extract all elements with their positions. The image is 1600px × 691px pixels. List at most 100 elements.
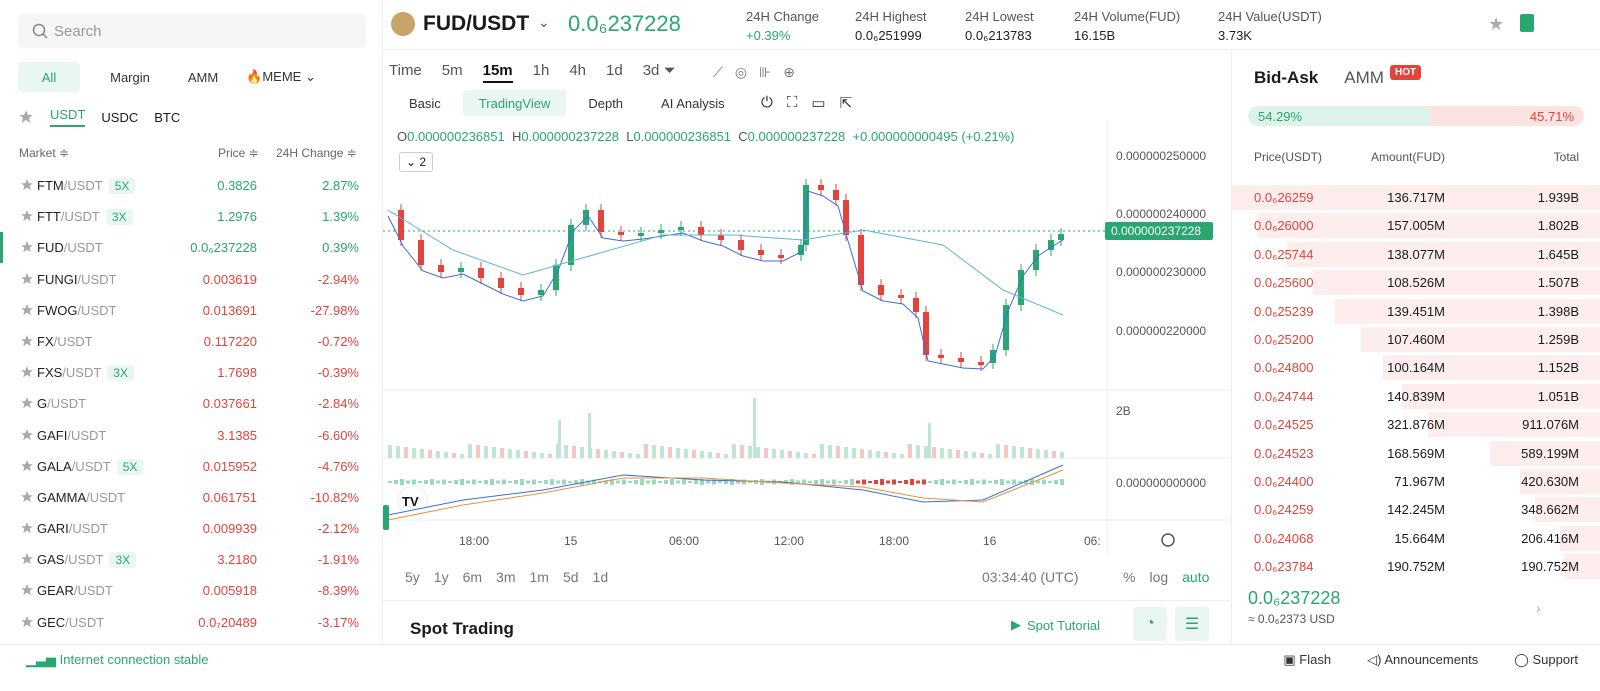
star-icon[interactable] — [20, 272, 34, 286]
market-row[interactable]: G/USDT 0.037661 -2.84% — [0, 388, 383, 419]
market-row[interactable]: GEAR/USDT 0.005918 -8.39% — [0, 575, 383, 606]
ask-row[interactable]: 0.0₆24259 142.245M 348.662M — [1232, 495, 1600, 523]
panel-handle[interactable] — [383, 505, 389, 530]
timeframe-5[interactable]: 1d — [606, 62, 623, 79]
ask-row[interactable]: 0.0₆24523 168.569M 589.199M — [1232, 439, 1600, 467]
quote-usdt[interactable]: USDT — [50, 107, 86, 127]
star-icon[interactable] — [20, 365, 34, 379]
ask-row[interactable]: 0.0₆26000 157.005M 1.802B — [1232, 211, 1600, 239]
spot-tutorial-link[interactable]: ▶ Spot Tutorial — [1011, 617, 1100, 633]
range-5d[interactable]: 5d — [562, 569, 579, 585]
market-row[interactable]: GAS/USDT 3X 3.2180 -1.91% — [0, 544, 383, 575]
indicator-toggle[interactable]: ⌄ 2 — [399, 152, 434, 172]
market-row[interactable]: FTT/USDT 3X 1.2976 1.39% — [0, 201, 383, 232]
star-icon[interactable] — [20, 459, 34, 473]
ask-row[interactable]: 0.0₆26259 136.717M 1.939B — [1232, 183, 1600, 211]
ask-row[interactable]: 0.0₆24744 140.839M 1.051B — [1232, 382, 1600, 410]
indicator-icon[interactable]: ⟋ — [713, 64, 723, 80]
market-row[interactable]: GAFI/USDT 3.1385 -6.60% — [0, 420, 383, 451]
market-row[interactable]: FUNGI/USDT 0.003619 -2.94% — [0, 264, 383, 295]
layout-icon[interactable]: ▭ — [811, 95, 826, 112]
star-icon[interactable] — [20, 521, 34, 535]
power-icon[interactable]: ⏻ — [761, 94, 773, 111]
market-row[interactable]: GEC/USDT 0.0₇20489 -3.17% — [0, 607, 383, 638]
ask-row[interactable]: 0.0₆24800 100.164M 1.152B — [1232, 353, 1600, 381]
star-icon[interactable] — [20, 583, 34, 597]
market-row[interactable]: FUD/USDT 0.0₆237228 0.39% — [0, 232, 383, 264]
book-icon[interactable] — [1520, 14, 1534, 32]
share-icon[interactable]: ⇱ — [839, 95, 853, 112]
market-row[interactable]: FTM/USDT 5X 0.3826 2.87% — [0, 170, 383, 201]
quote-usdc[interactable]: USDC — [101, 109, 139, 125]
log-scale[interactable]: log — [1149, 569, 1169, 585]
sliders-icon[interactable]: ☰ — [1175, 607, 1209, 641]
star-icon[interactable] — [20, 334, 34, 348]
search-input[interactable]: Search — [18, 14, 366, 48]
chart-settings-icon[interactable] — [1161, 533, 1175, 547]
star-icon[interactable] — [20, 615, 34, 629]
ask-row[interactable]: 0.0₆25744 138.077M 1.645B — [1232, 240, 1600, 268]
view-tab-3[interactable]: AI Analysis — [661, 95, 725, 111]
sort-price[interactable]: Price ≑ — [218, 146, 259, 160]
ask-row[interactable]: 0.0₆25200 107.460M 1.259B — [1232, 325, 1600, 353]
candle-type-icon[interactable]: ⊪ — [759, 64, 772, 80]
timeframe-2[interactable]: 15m — [482, 62, 513, 83]
star-icon[interactable] — [20, 396, 34, 410]
market-row[interactable]: GARI/USDT 0.009939 -2.12% — [0, 513, 383, 544]
view-tab-0[interactable]: Basic — [409, 95, 441, 111]
star-icon[interactable] — [20, 552, 34, 566]
market-row[interactable]: GAMMA/USDT 0.061751 -10.82% — [0, 482, 383, 513]
market-row[interactable]: FX/USDT 0.117220 -0.72% — [0, 326, 383, 357]
chevron-down-icon[interactable]: ⌄ — [538, 14, 550, 30]
range-6m[interactable]: 6m — [462, 569, 483, 585]
range-1d[interactable]: 1d — [592, 569, 609, 585]
fullscreen-icon[interactable]: ⛶ — [786, 94, 798, 111]
ask-row[interactable]: 0.0₆23784 190.752M 190.752M — [1232, 552, 1600, 580]
auto-scale[interactable]: auto — [1182, 569, 1210, 585]
market-row[interactable]: FXS/USDT 3X 1.7698 -0.39% — [0, 357, 383, 388]
star-icon[interactable] — [20, 303, 34, 317]
range-5y[interactable]: 5y — [405, 569, 420, 585]
sort-market[interactable]: Market ≑ — [19, 146, 70, 160]
star-icon[interactable] — [20, 209, 34, 223]
add-icon[interactable]: ⊕ — [783, 64, 795, 80]
timeframe-0[interactable]: Time — [389, 62, 422, 79]
timeframe-3[interactable]: 1h — [532, 62, 550, 79]
star-icon[interactable] — [20, 178, 34, 192]
announcements-link[interactable]: ◁) Announcements — [1367, 652, 1479, 667]
timeframe-6[interactable]: 3d ⏷ — [642, 62, 676, 79]
range-1y[interactable]: 1y — [433, 569, 449, 585]
favorites-star-icon[interactable] — [18, 109, 34, 125]
ask-row[interactable]: 0.0₆25600 108.526M 1.507B — [1232, 268, 1600, 296]
range-1m[interactable]: 1m — [529, 569, 549, 585]
star-icon[interactable] — [20, 240, 34, 254]
range-3m[interactable]: 3m — [496, 569, 516, 585]
ask-row[interactable]: 0.0₆24400 71.967M 420.630M — [1232, 467, 1600, 495]
quote-btc[interactable]: BTC — [154, 109, 181, 125]
tab-amm[interactable]: AMM — [187, 69, 219, 85]
tab-bid-ask[interactable]: Bid-Ask — [1254, 68, 1319, 87]
ask-row[interactable]: 0.0₆24525 321.876M 911.076M — [1232, 410, 1600, 438]
chevron-right-icon[interactable]: › — [1536, 600, 1541, 616]
price-chart[interactable]: 0.000000250000 0.000000240000 0.0000002300… — [383, 50, 1230, 600]
market-row[interactable]: FWOG/USDT 0.013691 -27.98% — [0, 295, 383, 326]
ask-row[interactable]: 0.0₆24068 15.664M 206.416M — [1232, 524, 1600, 552]
tab-margin[interactable]: Margin — [110, 69, 150, 85]
tab-meme[interactable]: 🔥MEME ⌄ — [246, 69, 316, 84]
percent-scale[interactable]: % — [1123, 569, 1136, 585]
flash-link[interactable]: ▣ Flash — [1283, 652, 1332, 667]
star-icon[interactable] — [20, 490, 34, 504]
timeframe-4[interactable]: 4h — [569, 62, 587, 79]
view-tab-2[interactable]: Depth — [588, 95, 624, 111]
market-row[interactable]: GALA/USDT 5X 0.015952 -4.76% — [0, 451, 383, 482]
support-link[interactable]: ◯ Support — [1514, 652, 1578, 667]
favorite-star-icon[interactable]: ★ — [1488, 14, 1505, 34]
tab-amm-book[interactable]: AMM — [1344, 68, 1384, 87]
timeframe-1[interactable]: 5m — [441, 62, 463, 79]
pie-chart-icon[interactable]: ◔ — [1133, 607, 1167, 641]
view-tab-1[interactable]: TradingView — [462, 90, 567, 116]
sort-change[interactable]: 24H Change ≑ — [276, 146, 357, 160]
star-icon[interactable] — [20, 428, 34, 442]
tab-all[interactable]: All — [18, 62, 80, 92]
settings-icon[interactable]: ◎ — [734, 64, 748, 80]
